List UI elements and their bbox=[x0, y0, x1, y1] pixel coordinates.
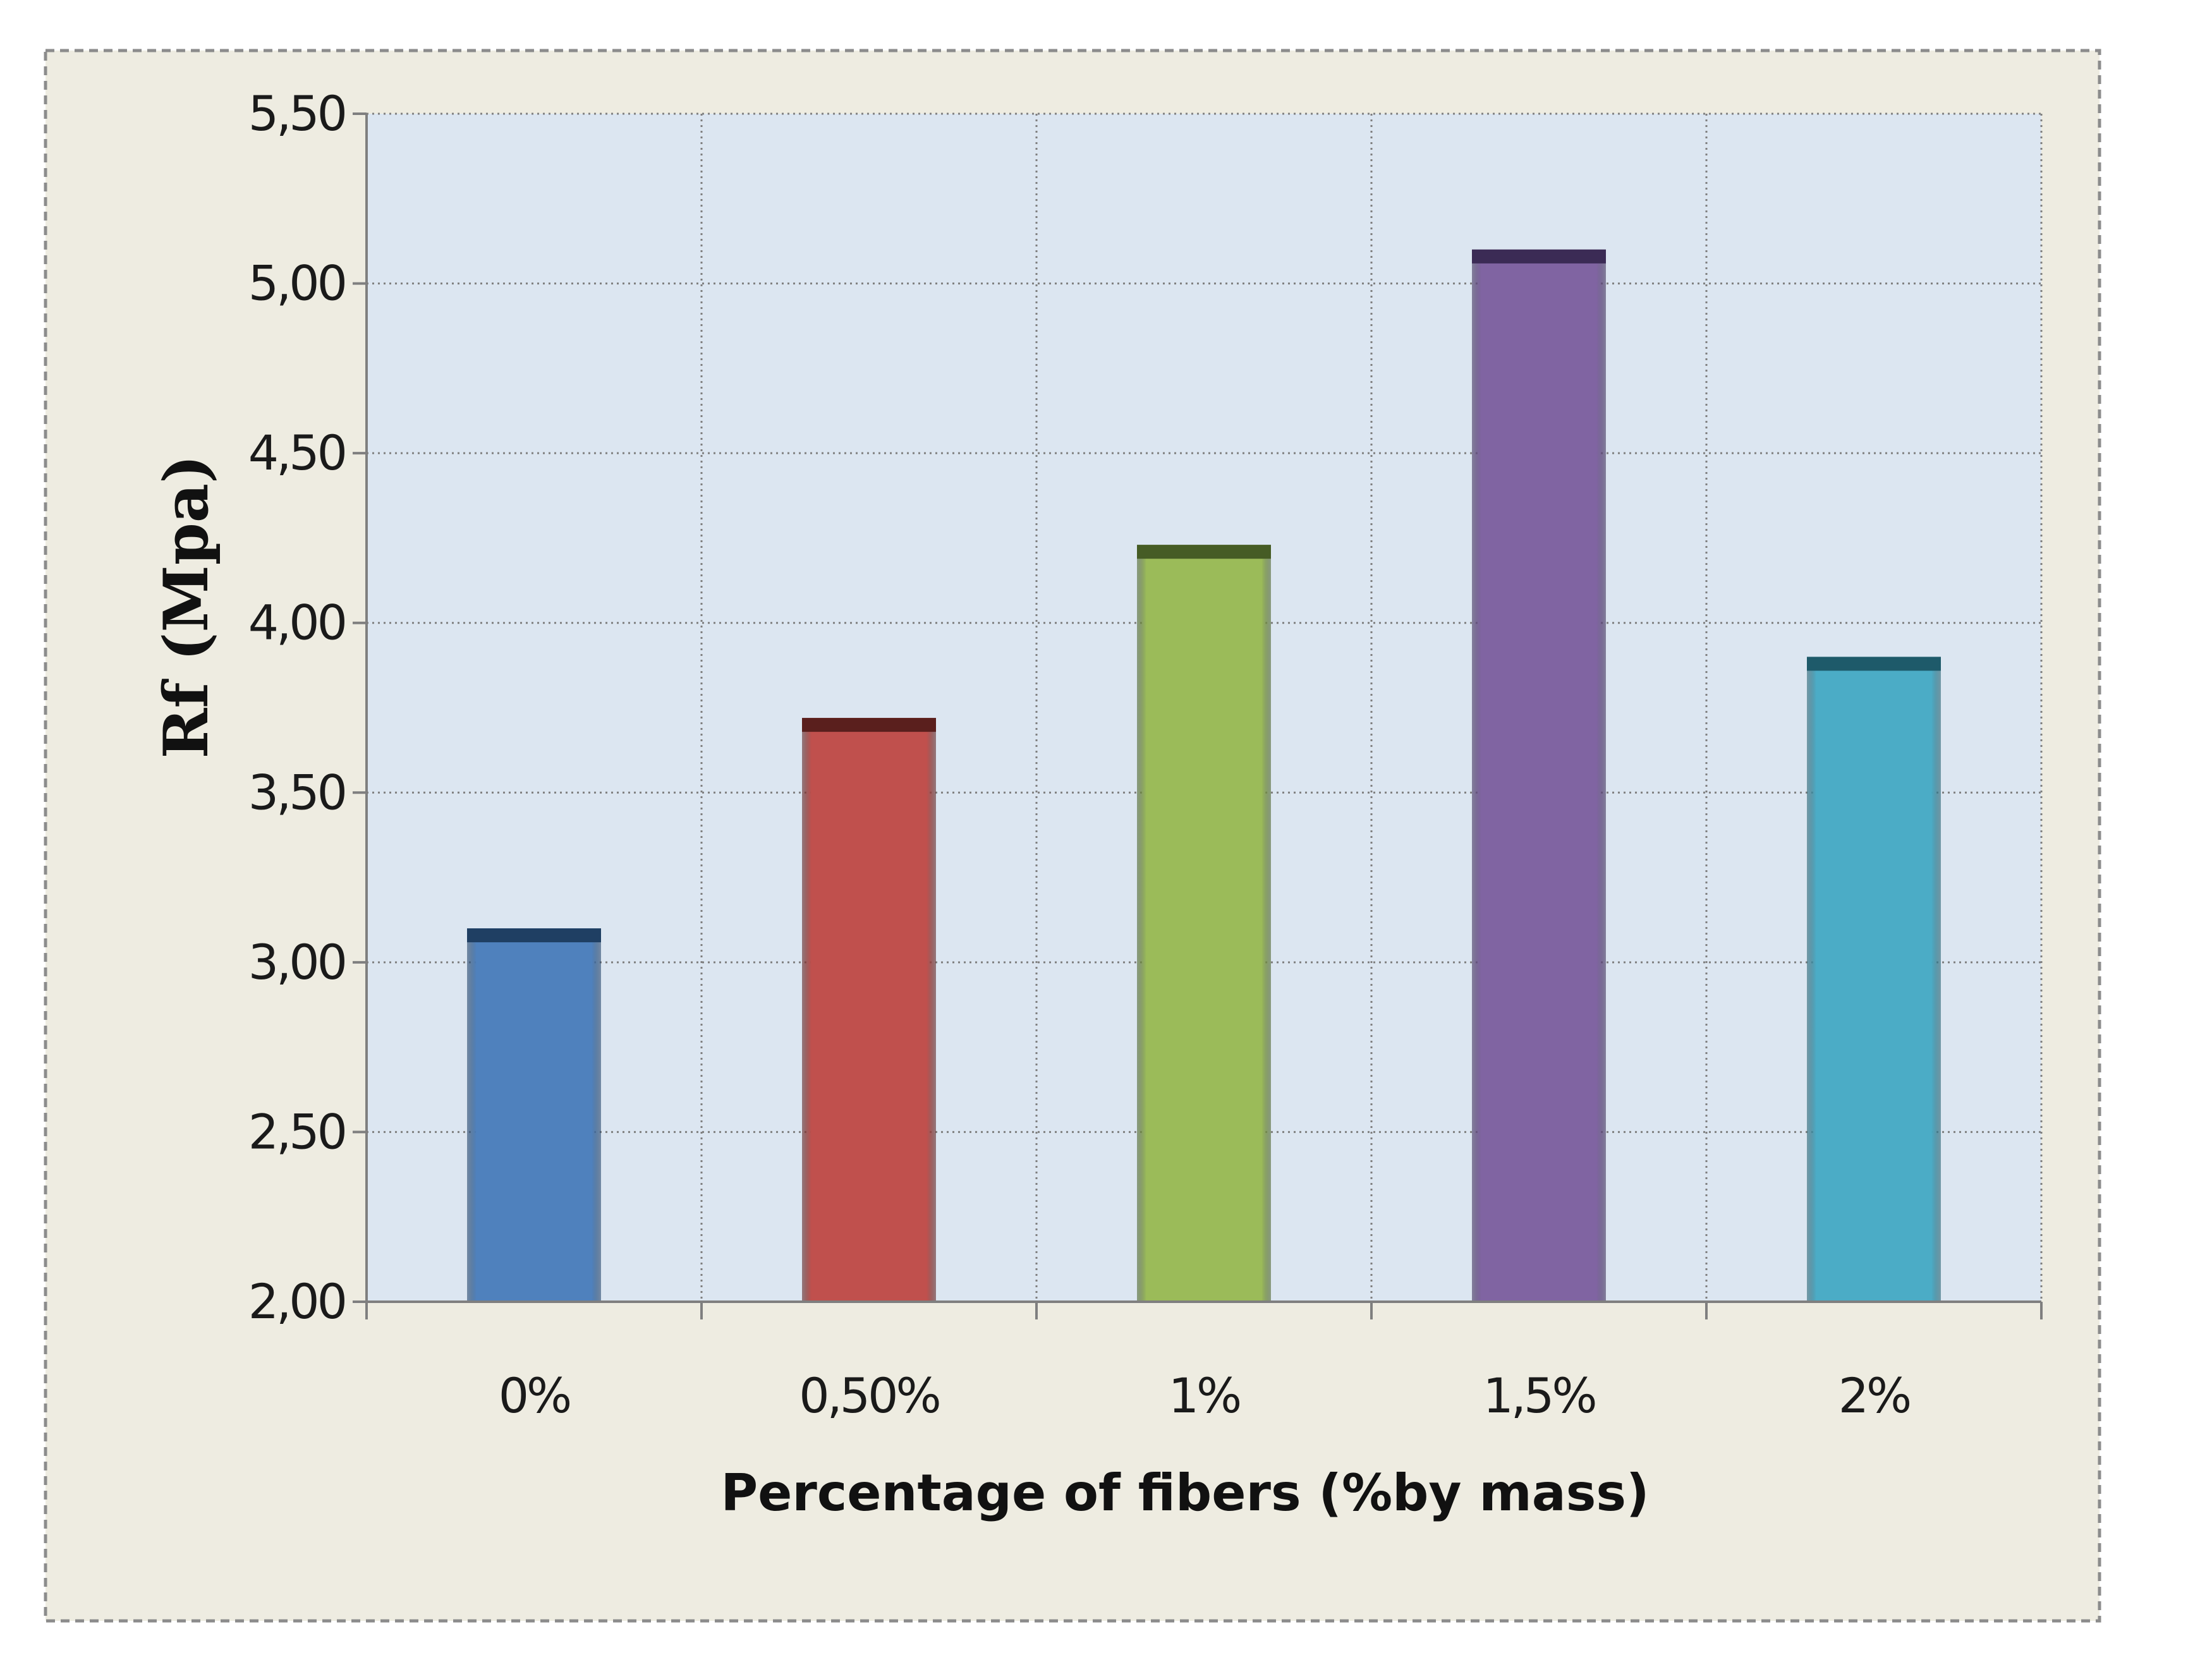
x-category-label: 1% bbox=[1169, 1367, 1240, 1424]
bar-top-shade bbox=[1137, 545, 1271, 559]
x-category-label: 0,50% bbox=[799, 1367, 939, 1424]
axes bbox=[353, 112, 2043, 1319]
y-tick-label: 2,00 bbox=[248, 1273, 345, 1330]
bar bbox=[467, 928, 601, 1302]
y-tick-label: 4,50 bbox=[248, 425, 345, 481]
y-tick-label: 3,50 bbox=[248, 764, 345, 820]
y-tick-label: 5,50 bbox=[248, 85, 345, 142]
x-category-label: 0% bbox=[499, 1367, 570, 1424]
bar-top-shade bbox=[467, 928, 601, 943]
y-tick-label: 4,00 bbox=[248, 595, 345, 651]
x-axis-title: Percentage of fibers (%by mass) bbox=[720, 1464, 1649, 1522]
bar bbox=[1137, 545, 1271, 1302]
bar bbox=[802, 718, 936, 1302]
bars bbox=[467, 249, 1941, 1302]
bar bbox=[1472, 249, 1606, 1302]
bar bbox=[1807, 657, 1941, 1302]
bar-top-shade bbox=[1807, 657, 1941, 671]
bar-top-shade bbox=[802, 718, 936, 732]
y-tick-label: 3,00 bbox=[248, 934, 345, 990]
y-tick-labels: 2,00 2,50 3,00 3,50 4,00 4,50 5,00 5,50 bbox=[248, 85, 348, 1330]
x-category-labels: 0% 0,50% 1% 1,5% 2% bbox=[499, 1367, 1912, 1424]
y-tick-label: 5,00 bbox=[248, 255, 345, 312]
bar-top-shade bbox=[1472, 249, 1606, 264]
y-axis-title: Rf (Mpa) bbox=[150, 455, 222, 759]
x-category-label: 2% bbox=[1838, 1367, 1910, 1424]
y-tick-label: 2,50 bbox=[248, 1103, 345, 1160]
x-category-label: 1,5% bbox=[1483, 1367, 1595, 1424]
